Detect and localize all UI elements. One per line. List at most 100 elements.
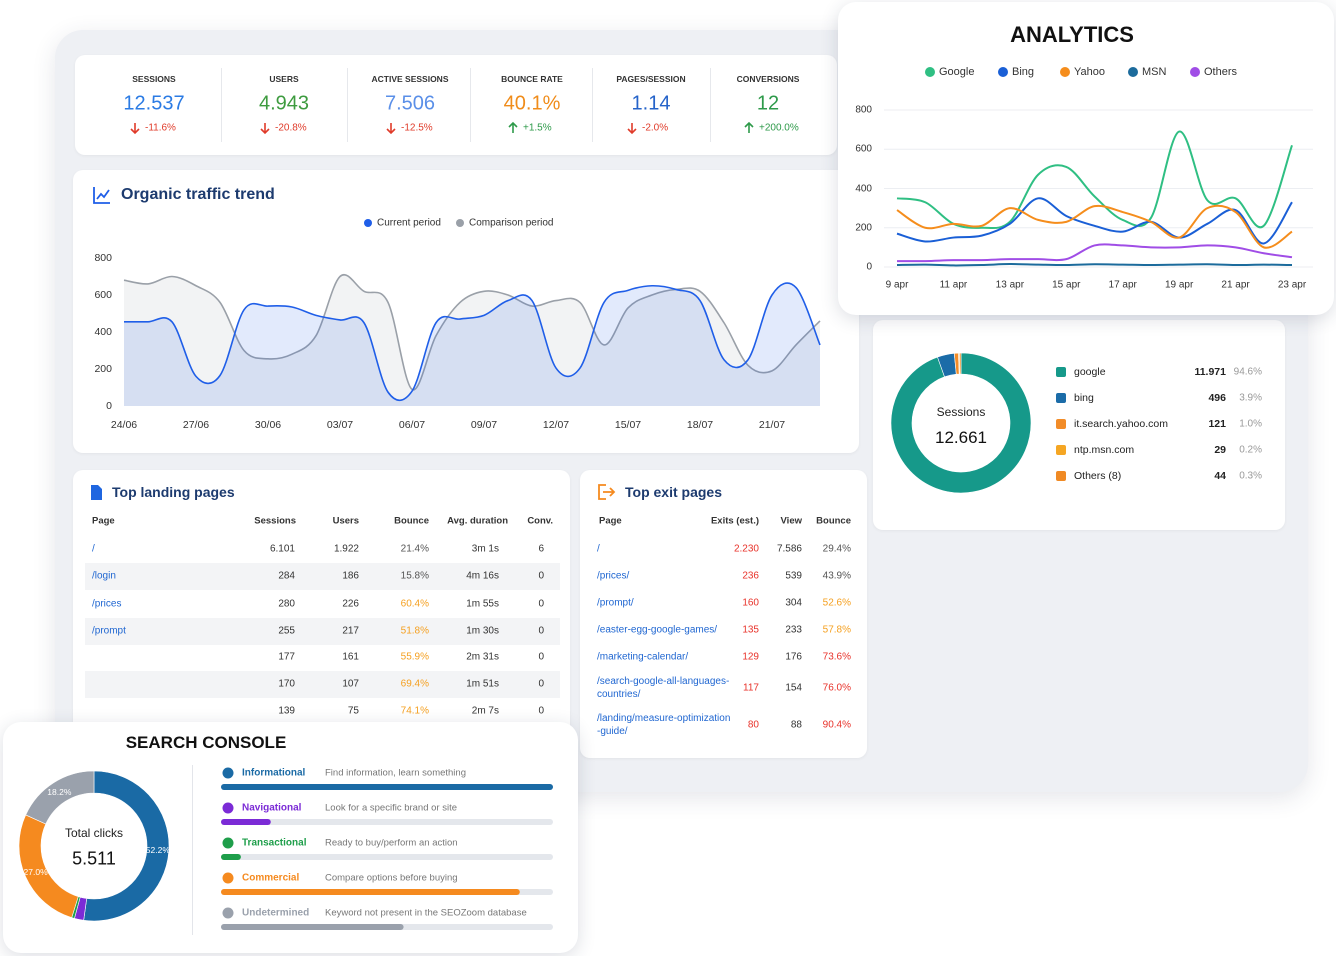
kpi-delta: -2.0%: [642, 122, 669, 134]
kpi-arrow: [744, 121, 754, 133]
table-cell: 135: [742, 624, 759, 636]
bar: [221, 924, 404, 930]
kpi-arrow: [130, 123, 140, 135]
chart-icon: [93, 187, 110, 204]
donut-center-value: 5.511: [72, 848, 116, 869]
table-cell: 55.9%: [400, 651, 429, 663]
table-cell: 304: [785, 597, 802, 609]
table-cell: 74.1%: [400, 705, 429, 717]
analytics-chart: [884, 109, 1313, 268]
bar: [221, 819, 271, 825]
intent-name: Transactional: [242, 837, 307, 849]
table-cell: 7.586: [776, 543, 802, 555]
x-tick-label: 12/07: [542, 419, 570, 431]
intent-icon: [222, 872, 234, 884]
analytics-card: [838, 2, 1334, 315]
y-tick-label: 400: [855, 183, 872, 194]
landing-icon: [91, 485, 102, 500]
x-tick-label: 06/07: [398, 419, 426, 431]
legend-swatch: [1056, 393, 1066, 403]
legend-label: MSN: [1142, 66, 1167, 78]
legend-swatch: [1056, 419, 1066, 429]
x-tick-label: 9 apr: [885, 279, 909, 291]
legend-count: 29: [1214, 444, 1226, 456]
table-cell: 88: [790, 719, 802, 731]
y-tick-label: 600: [855, 143, 872, 155]
row-background: [85, 671, 560, 698]
kpi-label: SESSIONS: [132, 74, 176, 84]
table-cell: 539: [785, 570, 802, 582]
donut-slice: [25, 770, 95, 825]
exit-card: [580, 470, 867, 758]
organic-icon: [93, 187, 110, 204]
y-tick-label: 800: [94, 252, 112, 264]
table-cell: 75: [347, 705, 359, 717]
table-cell: 129: [742, 651, 759, 663]
line: [123, 282, 821, 402]
legend-share: 0.2%: [1239, 444, 1262, 456]
intent-name: Navigational: [242, 802, 302, 814]
table-cell: 0: [538, 678, 544, 690]
table-cell: /prompt: [92, 625, 126, 637]
kpi-value: 7.506: [384, 92, 436, 115]
table-cell: 43.9%: [822, 570, 851, 582]
y-tick-label: 200: [855, 222, 872, 234]
legend-dot: [998, 67, 1008, 77]
table-cell: 0: [538, 705, 544, 717]
donut-center-value: 12.661: [935, 428, 987, 447]
y-tick-label: 0: [106, 400, 112, 412]
table-cell: 15.8%: [400, 570, 429, 582]
legend-label: Yahoo: [1074, 66, 1105, 78]
legend-swatch: [1056, 445, 1066, 455]
x-tick-label: 27/06: [182, 419, 210, 431]
bar: [221, 854, 241, 860]
table-header: Bounce: [816, 515, 851, 527]
kpi-card: [75, 55, 837, 155]
donut-slice: [890, 352, 1032, 494]
intent-icon: [222, 802, 234, 814]
kpi-value: 1.14: [631, 92, 671, 115]
table-cell: 280: [278, 598, 295, 610]
donut-slice: [959, 352, 962, 375]
donut-center-label: Sessions: [936, 405, 986, 419]
row-background: [85, 563, 560, 590]
kpi-label: PAGES/SESSION: [616, 74, 686, 84]
kpi-arrow: [260, 123, 270, 135]
table-header: Avg. duration: [447, 515, 508, 527]
table-cell: 80: [747, 719, 759, 731]
table-cell: /prompt/: [597, 597, 634, 609]
line: [896, 243, 1293, 263]
intent-description: Compare options before buying: [325, 872, 458, 884]
exit-title: Top exit pages: [625, 484, 722, 500]
table-header: Sessions: [254, 515, 296, 527]
table-cell: 161: [342, 651, 359, 663]
kpi-arrow: [508, 121, 518, 133]
legend-dot: [364, 219, 372, 227]
table-cell: 76.0%: [822, 682, 851, 694]
donut-center-label: Total clicks: [64, 826, 124, 840]
table-cell: 236: [742, 570, 759, 582]
kpi-delta: +1.5%: [523, 122, 552, 134]
kpi-value: 40.1%: [503, 92, 561, 115]
kpi-divider: [470, 68, 471, 142]
table-cell: 154: [785, 682, 802, 694]
arrow-icon: [744, 121, 754, 133]
table-cell: 3m 1s: [471, 543, 499, 555]
intent-description: Look for a specific brand or site: [325, 802, 458, 814]
table-cell: 117: [743, 682, 759, 694]
y-tick-label: 200: [94, 363, 112, 375]
x-tick-label: 18/07: [686, 419, 714, 431]
x-tick-label: 11 apr: [939, 279, 968, 291]
legend-dot: [1060, 67, 1070, 77]
table-cell: 176: [785, 651, 802, 663]
x-tick-label: 03/07: [326, 419, 354, 431]
line: [896, 130, 1293, 230]
intent-icon: [222, 907, 234, 919]
slice-label: 27.0%: [23, 867, 48, 878]
kpi-divider: [592, 68, 593, 142]
legend-share: 94.6%: [1233, 366, 1262, 378]
legend-dot: [1190, 67, 1200, 77]
x-tick-label: 17 apr: [1108, 279, 1137, 291]
table-cell: 217: [342, 625, 359, 637]
table-cell: /marketing-calendar/: [597, 651, 689, 663]
